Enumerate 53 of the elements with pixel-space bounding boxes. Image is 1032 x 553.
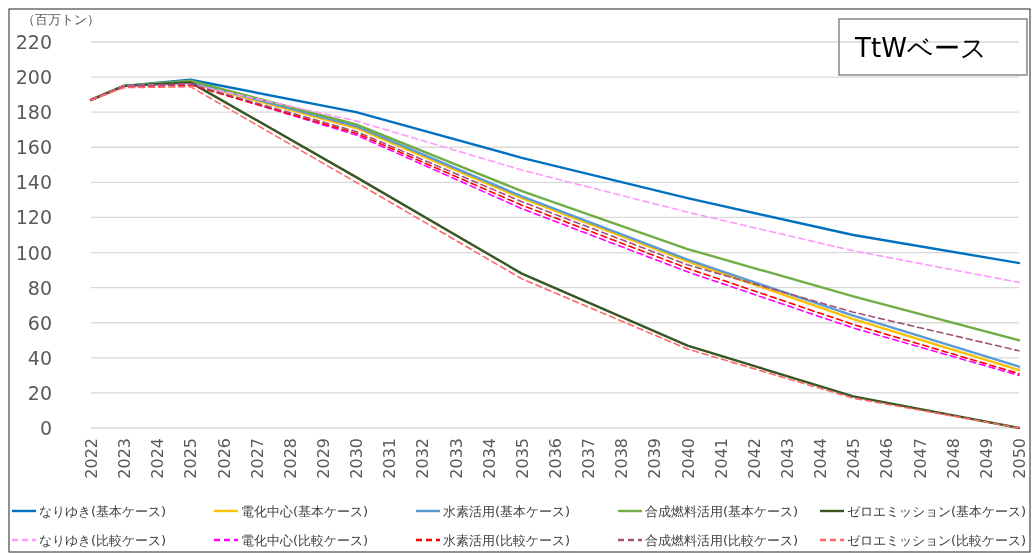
y-tick-label: 80	[27, 276, 52, 299]
y-tick-label: 180	[15, 101, 52, 124]
x-tick-label: 2033	[446, 438, 466, 479]
x-tick-label: 2029	[314, 438, 333, 479]
legend-label: 水素活用(比較ケース)	[443, 533, 571, 548]
x-tick-label: 2046	[877, 438, 897, 479]
x-tick-label: 2027	[247, 438, 267, 479]
x-tick-label: 2031	[380, 438, 400, 479]
x-tick-label: 2044	[811, 438, 831, 479]
x-tick-label: 2036	[546, 438, 565, 479]
legend-label: なりゆき(比較ケース)	[39, 533, 167, 548]
x-tick-label: 2023	[115, 438, 135, 479]
legend-label: 電化中心(基本ケース)	[241, 504, 369, 519]
x-tick-label: 2028	[280, 438, 300, 479]
chart-title: TtWベース	[854, 33, 987, 63]
y-tick-label: 20	[27, 381, 52, 404]
x-tick-label: 2047	[910, 438, 930, 479]
x-tick-label: 2043	[778, 438, 797, 479]
x-tick-label: 2045	[844, 438, 864, 479]
x-tick-label: 2038	[612, 438, 632, 479]
legend-label: 合成燃料活用(基本ケース)	[645, 504, 799, 519]
y-tick-label: 40	[27, 346, 52, 369]
x-tick-label: 2037	[579, 438, 599, 479]
y-tick-label: 160	[15, 136, 52, 159]
legend-label: なりゆき(基本ケース)	[39, 504, 167, 519]
y-tick-label: 60	[27, 311, 52, 334]
x-tick-label: 2035	[512, 438, 532, 479]
legend-label: ゼロエミッション(比較ケース)	[847, 533, 1027, 548]
x-tick-label: 2049	[976, 438, 996, 479]
legend-label: 電化中心(比較ケース)	[241, 533, 369, 548]
x-tick-label: 2040	[678, 438, 698, 479]
x-tick-label: 2025	[181, 438, 201, 479]
x-tick-label: 2042	[744, 438, 764, 479]
x-tick-label: 2039	[645, 438, 665, 479]
y-tick-label: 100	[15, 241, 52, 264]
x-tick-label: 2026	[214, 438, 234, 479]
y-axis-title: （百万トン）	[22, 12, 100, 27]
y-tick-label: 140	[15, 171, 52, 194]
x-tick-label: 2032	[413, 438, 433, 479]
y-tick-label: 0	[39, 417, 52, 439]
y-tick-label: 220	[15, 31, 52, 53]
x-tick-label: 2022	[82, 438, 101, 479]
x-tick-label: 2041	[711, 438, 731, 479]
legend-label: 合成燃料活用(比較ケース)	[645, 533, 799, 548]
y-tick-label: 200	[15, 66, 52, 89]
x-tick-label: 2048	[943, 438, 963, 479]
legend-label: ゼロエミッション(基本ケース)	[847, 504, 1027, 519]
x-tick-label: 2050	[1010, 438, 1029, 479]
x-tick-label: 2030	[347, 438, 367, 479]
y-tick-label: 120	[15, 206, 52, 229]
legend-label: 水素活用(基本ケース)	[443, 504, 571, 519]
x-tick-label: 2024	[148, 438, 168, 479]
x-tick-label: 2034	[479, 438, 499, 479]
